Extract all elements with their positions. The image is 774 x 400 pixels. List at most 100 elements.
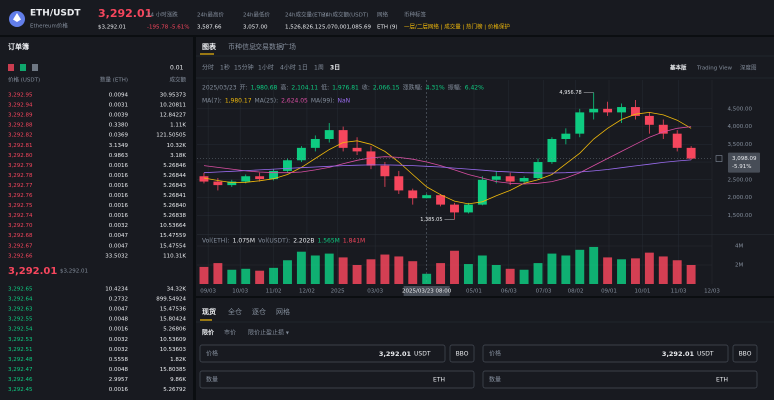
candle-body xyxy=(477,179,487,205)
interval-button[interactable]: 分时 xyxy=(202,64,214,72)
interval-button[interactable]: 1小时 xyxy=(258,64,274,72)
order-price: 3,292.78 xyxy=(8,173,33,179)
orderbook-panel xyxy=(0,37,193,400)
volume-bar xyxy=(241,268,251,284)
interval-button[interactable]: 4小时 xyxy=(280,64,296,72)
candle-body xyxy=(241,176,251,182)
stat-label: 网络 xyxy=(377,11,389,19)
candle-body xyxy=(436,195,446,205)
order-qty: 0.0031 xyxy=(109,103,128,109)
y-tick-label: 4,000.00 xyxy=(728,124,753,130)
order-type[interactable]: 市价 xyxy=(224,329,236,337)
candle-body xyxy=(644,115,654,125)
interval-button[interactable]: 3日 xyxy=(330,65,340,72)
order-total: 5.26846 xyxy=(163,163,186,169)
order-price: 3,292.94 xyxy=(8,103,33,109)
info-label: 涨跌幅: xyxy=(403,84,423,92)
volume-bar xyxy=(255,270,265,284)
view-icon[interactable] xyxy=(32,64,38,71)
stat-label: 24h成交量(ETH) xyxy=(285,11,327,19)
view-button[interactable]: 基本版 xyxy=(669,64,687,72)
order-total: 34.32K xyxy=(167,287,187,293)
interval-button[interactable]: 1日 xyxy=(298,65,308,72)
qty-input[interactable] xyxy=(482,370,758,389)
order-type[interactable]: 限价止盈止损 ▾ xyxy=(248,329,289,337)
order-total: 10.53664 xyxy=(160,223,187,229)
candle-body xyxy=(422,195,432,199)
input-value: 3,292.01 xyxy=(379,350,412,358)
interval-button[interactable]: 1周 xyxy=(314,65,324,72)
order-price: 3,292.66 xyxy=(8,253,33,259)
order-qty: 0.0016 xyxy=(109,213,129,219)
view-icon[interactable] xyxy=(8,64,14,71)
volume-bar xyxy=(324,253,334,284)
input-label: 价格 xyxy=(489,350,501,358)
order-price: 3,292.75 xyxy=(8,203,33,209)
x-tick-label: 10/01 xyxy=(634,289,650,295)
info-label: 高: xyxy=(280,84,288,92)
order-price: 3,292.81 xyxy=(8,143,33,149)
bbo-label[interactable]: BBO xyxy=(456,351,469,358)
volume-bar xyxy=(450,250,459,284)
x-tick-label: 03/03 xyxy=(367,289,383,295)
ma-legend-name: MA(7): xyxy=(202,98,222,105)
qty-input[interactable] xyxy=(199,370,475,389)
x-tick-label: 08/02 xyxy=(568,289,584,295)
bbo-button[interactable] xyxy=(449,344,475,363)
volume-bar xyxy=(408,261,418,284)
input-unit: ETH xyxy=(716,377,728,384)
chart-tab[interactable]: 图表 xyxy=(202,42,217,51)
trade-tab[interactable]: 逐仓 xyxy=(252,307,266,316)
order-total: 10.53609 xyxy=(160,337,187,343)
order-price: 3,292.68 xyxy=(8,233,33,239)
volume-legend-value: 1.565M xyxy=(317,238,339,245)
interval-button[interactable]: 15分钟 xyxy=(234,64,254,72)
volume-bar xyxy=(366,259,376,284)
volume-bar xyxy=(630,258,640,284)
order-total: 15.80385 xyxy=(160,367,187,373)
chart-tab[interactable]: 币种信息 xyxy=(228,42,256,51)
trade-tab[interactable]: 现货 xyxy=(202,307,216,316)
chart-tab[interactable]: 交易数据 xyxy=(255,42,283,51)
order-qty: 0.9863 xyxy=(109,153,129,159)
candle-body xyxy=(547,138,557,163)
volume-bar xyxy=(491,265,501,284)
order-total: 5.26841 xyxy=(163,193,186,199)
column-header: 数量 (ETH) xyxy=(100,76,128,84)
volume-legend-name: Vol(ETH): xyxy=(202,238,230,245)
view-button[interactable]: 深度图 xyxy=(740,64,757,72)
order-qty: 0.0369 xyxy=(109,133,129,139)
trade-tab[interactable]: 网格 xyxy=(276,307,290,316)
order-total: 121.50505 xyxy=(156,133,186,139)
x-tick-label: 11/03 xyxy=(671,289,687,295)
trade-tab[interactable]: 全仓 xyxy=(228,307,242,316)
bbo-label[interactable]: BBO xyxy=(739,351,752,358)
chart-tab[interactable]: 广场 xyxy=(282,42,296,51)
volume-bar xyxy=(547,253,557,284)
x-tick-label: 12/02 xyxy=(299,289,315,295)
stat-label: 24h成交额(USDT) xyxy=(322,11,368,19)
last-price: 3,292.01 xyxy=(98,7,152,20)
price-input[interactable] xyxy=(482,344,729,363)
chart-icon[interactable] xyxy=(715,155,723,162)
view-button[interactable]: Trading View xyxy=(696,66,732,72)
order-type[interactable]: 限价 xyxy=(202,329,215,337)
price-step[interactable]: 0.01 xyxy=(170,65,184,72)
interval-button[interactable]: 1秒 xyxy=(220,64,230,72)
view-icon[interactable] xyxy=(20,64,26,71)
candle-body xyxy=(672,133,682,148)
ma-line xyxy=(203,159,692,174)
volume-bar xyxy=(352,265,362,284)
mid-usd: $3,292.01 xyxy=(60,269,88,275)
order-qty: 0.0047 xyxy=(109,233,129,239)
crosshair-tag xyxy=(403,286,450,296)
input-label: 数量 xyxy=(206,376,218,384)
x-tick-label: 05/01 xyxy=(466,289,482,295)
candle-body xyxy=(324,130,334,139)
bbo-button[interactable] xyxy=(732,344,758,363)
volume-bar xyxy=(463,264,473,284)
ma-legend-value: 2,624.05 xyxy=(281,98,308,105)
order-total: 10.53603 xyxy=(160,347,187,353)
price-input[interactable] xyxy=(199,344,446,363)
